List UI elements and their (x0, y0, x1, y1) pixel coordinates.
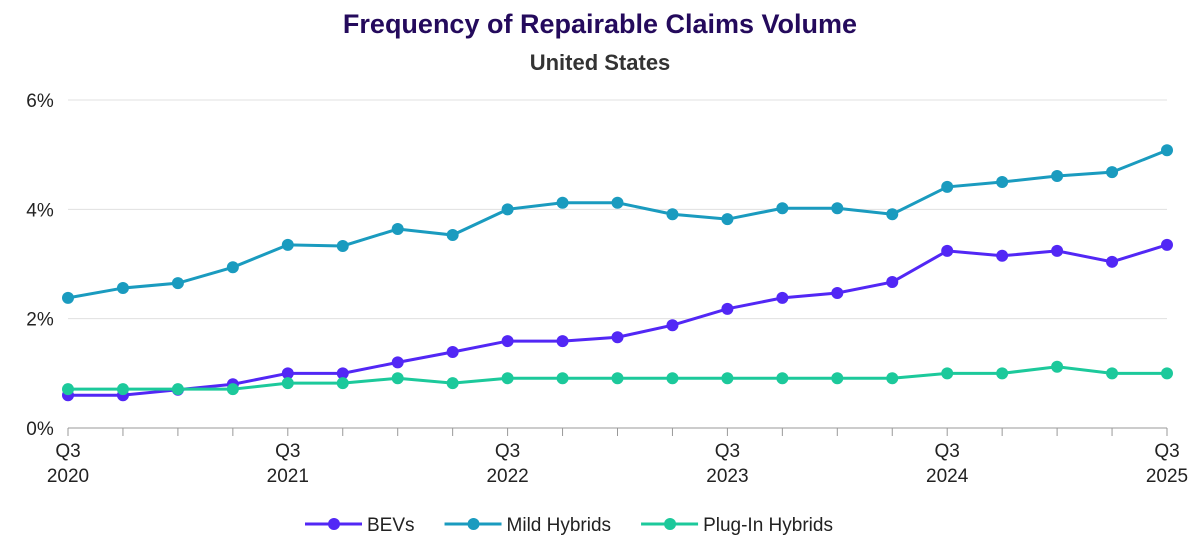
data-point (171, 383, 184, 396)
data-point (1161, 144, 1173, 157)
data-point (281, 238, 294, 251)
data-point (556, 196, 569, 209)
data-point (1161, 367, 1173, 380)
data-point (941, 180, 954, 193)
data-point (776, 291, 789, 304)
x-tick-label-quarter: Q3 (935, 441, 960, 462)
data-point (776, 372, 789, 385)
y-tick-label: 4% (26, 200, 54, 221)
x-tick-label-year: 2024 (926, 466, 969, 487)
series-bevs (62, 238, 1173, 402)
series-plug-in-hybrids (62, 360, 1173, 396)
data-point (556, 335, 569, 348)
y-tick-label: 0% (26, 419, 54, 440)
data-point (281, 367, 294, 380)
chart-title: Frequency of Repairable Claims Volume (343, 9, 857, 39)
legend-label: BEVs (367, 515, 415, 536)
legend-marker (664, 518, 677, 530)
data-point (226, 383, 239, 396)
data-point (116, 282, 129, 295)
series-mild-hybrids (62, 144, 1173, 304)
data-point (1106, 255, 1119, 268)
data-point (831, 372, 844, 385)
data-point (501, 372, 514, 385)
data-point (996, 176, 1009, 188)
data-point (446, 229, 459, 242)
x-tick-label-year: 2025 (1146, 466, 1188, 487)
data-point (1051, 360, 1064, 373)
data-point (611, 331, 624, 344)
data-point (1051, 169, 1064, 182)
x-tick-label-quarter: Q3 (715, 441, 740, 462)
x-tick-label-quarter: Q3 (55, 441, 80, 462)
data-point (721, 372, 734, 385)
data-point (941, 367, 954, 380)
data-point (391, 223, 404, 236)
x-tick-label-year: 2023 (706, 466, 748, 487)
data-point (171, 277, 184, 290)
x-tick-label-year: 2022 (486, 466, 528, 487)
data-point (1161, 238, 1173, 251)
data-point (446, 377, 459, 390)
x-tick-label-quarter: Q3 (1154, 441, 1179, 462)
legend-label: Mild Hybrids (507, 515, 612, 536)
y-tick-label: 2% (26, 310, 54, 331)
series-line (67, 148, 1168, 300)
data-point (886, 208, 899, 221)
x-tick-label-quarter: Q3 (275, 441, 300, 462)
data-point (62, 291, 74, 304)
data-point (501, 335, 514, 348)
data-point (62, 383, 74, 396)
data-point (1106, 166, 1119, 179)
legend-marker (328, 518, 340, 530)
x-tick-label-year: 2020 (47, 466, 89, 487)
data-point (336, 367, 349, 380)
data-point (336, 239, 349, 252)
data-point (611, 196, 624, 209)
data-point (501, 203, 514, 216)
data-point (886, 372, 899, 385)
data-point (666, 208, 679, 221)
data-point (116, 383, 129, 396)
x-tick-label-quarter: Q3 (495, 441, 520, 462)
data-point (391, 356, 404, 369)
data-point (886, 276, 899, 289)
data-point (391, 372, 404, 385)
data-point (996, 367, 1009, 380)
data-point (336, 377, 349, 390)
data-point (666, 372, 679, 385)
data-point (1051, 244, 1064, 257)
x-tick-label-year: 2021 (267, 466, 309, 487)
data-point (281, 377, 294, 390)
data-point (996, 249, 1009, 262)
data-point (721, 302, 734, 315)
legend-item: Mild Hybrids (444, 515, 612, 536)
data-point (1106, 367, 1119, 380)
data-point (226, 261, 239, 274)
legend-label: Plug-In Hybrids (703, 515, 833, 536)
legend-marker (467, 518, 480, 530)
data-point (556, 372, 569, 385)
data-point (721, 213, 734, 226)
y-tick-label: 6% (26, 91, 54, 112)
data-point (446, 346, 459, 359)
data-point (941, 244, 954, 257)
chart-subtitle: United States (530, 50, 671, 75)
data-point (611, 372, 624, 385)
legend-item: BEVs (305, 515, 415, 536)
legend-item: Plug-In Hybrids (641, 515, 833, 536)
data-point (776, 202, 789, 215)
data-point (831, 202, 844, 215)
data-point (831, 286, 844, 299)
data-point (666, 319, 679, 332)
